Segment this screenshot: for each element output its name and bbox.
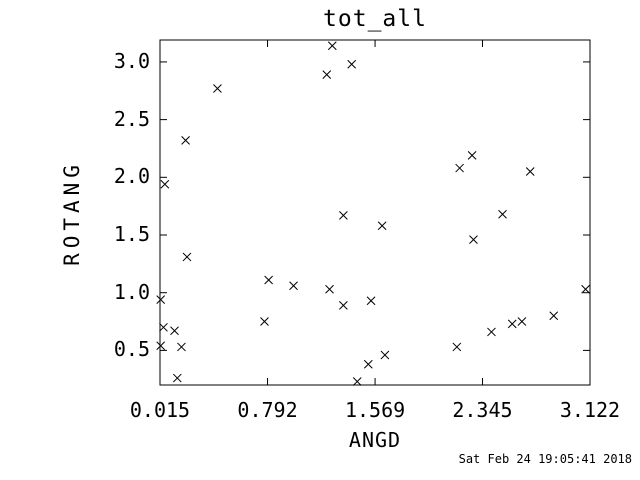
data-point-mark	[156, 341, 166, 351]
plot-frame	[159, 39, 591, 386]
x-tick-label: 1.569	[344, 398, 406, 422]
data-point-mark	[377, 221, 387, 231]
data-point-mark	[469, 235, 478, 244]
y-tick-label: 1.5	[113, 221, 150, 246]
x-tick-label: 2.345	[452, 398, 513, 422]
data-point-mark	[467, 151, 477, 160]
data-point-mark	[181, 136, 190, 145]
data-point-mark	[159, 322, 168, 332]
data-point-mark	[581, 284, 590, 294]
data-point-mark	[507, 319, 517, 329]
data-point-mark	[322, 70, 332, 79]
data-point-mark	[182, 252, 192, 262]
data-point-mark	[170, 326, 179, 336]
x-tick-label: 0.015	[129, 398, 191, 422]
x-axis-label: ANGD	[348, 428, 402, 452]
data-point-mark	[487, 327, 496, 337]
data-point-mark	[517, 317, 527, 326]
data-point-mark	[264, 275, 273, 285]
data-point-mark	[549, 311, 559, 321]
chart-title: tot_all	[323, 6, 427, 32]
data-point-mark	[347, 59, 357, 69]
data-point-mark	[260, 317, 269, 326]
data-point-mark	[177, 342, 186, 352]
data-point-mark	[352, 377, 362, 386]
data-point-mark	[327, 41, 337, 51]
y-tick-label: 3.0	[113, 48, 150, 73]
data-point-mark	[455, 163, 464, 173]
data-point-mark	[172, 373, 182, 383]
data-point-mark	[363, 359, 373, 369]
data-point-mark	[380, 350, 390, 360]
y-tick-label: 2.5	[113, 106, 150, 131]
x-tick-label: 0.792	[237, 398, 298, 422]
data-point-mark	[339, 301, 348, 310]
data-point-mark	[325, 284, 334, 294]
timestamp: Sat Feb 24 19:05:41 2018	[458, 452, 632, 466]
data-point-mark	[213, 84, 222, 93]
data-point-mark	[289, 281, 298, 291]
data-point-mark	[339, 211, 348, 220]
data-point-mark	[452, 342, 462, 352]
y-tick-label: 0.5	[113, 337, 150, 362]
data-point-mark	[156, 295, 166, 304]
data-point-mark	[525, 167, 535, 176]
x-tick-label: 3.122	[559, 398, 621, 422]
y-tick-label: 1.0	[113, 279, 150, 304]
data-point-mark	[160, 179, 170, 189]
data-point-mark	[498, 209, 507, 219]
y-tick-label: 2.0	[113, 164, 150, 189]
data-point-mark	[366, 296, 376, 306]
